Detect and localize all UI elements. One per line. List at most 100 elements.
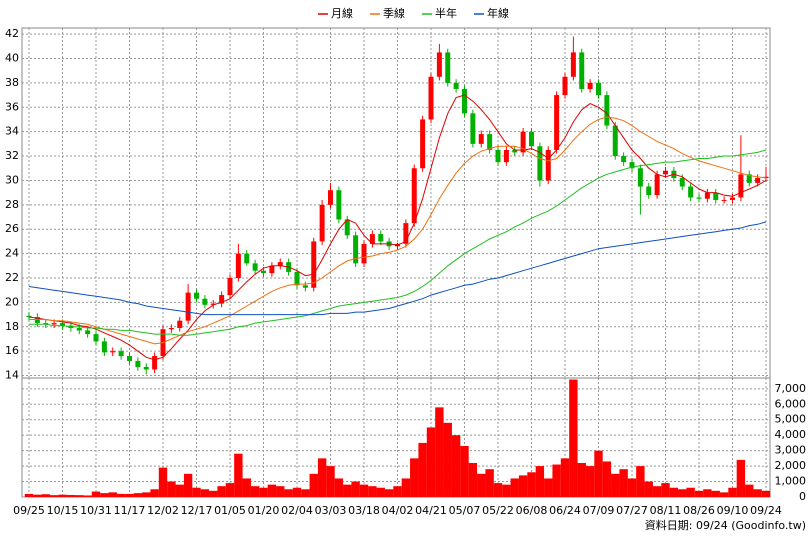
volume-bar — [343, 484, 352, 497]
volume-bar — [276, 486, 285, 497]
x-tick-label: 07/09 — [583, 504, 615, 517]
x-tick-label: 10/15 — [47, 504, 79, 517]
x-tick-label: 01/20 — [248, 504, 280, 517]
volume-bar — [686, 487, 695, 497]
volume-bar — [359, 484, 369, 497]
volume-bar — [493, 483, 503, 497]
y-tick-label: 1,000 — [775, 475, 807, 488]
candle-body — [51, 323, 57, 325]
candle-body — [637, 168, 643, 187]
volume-bar — [108, 492, 117, 497]
candle-body — [470, 113, 476, 144]
y-tick-label: 6,000 — [775, 397, 807, 410]
volume-bar — [225, 483, 235, 497]
candle-body — [328, 190, 333, 205]
volume-bar — [183, 473, 193, 497]
x-tick-label: 06/24 — [549, 504, 581, 517]
volume-bar — [351, 481, 360, 497]
candle-body — [436, 52, 442, 77]
volume-bar — [443, 422, 452, 497]
candle-body — [495, 149, 501, 163]
candle-body — [512, 149, 518, 153]
volume-bar — [284, 489, 293, 497]
volume-bar — [401, 478, 411, 497]
volume-bar — [301, 489, 310, 497]
volume-bar — [761, 490, 771, 497]
volume-bar — [485, 469, 494, 497]
volume-bar — [527, 472, 536, 497]
y-tick-label: 22 — [5, 271, 19, 284]
candle-body — [143, 367, 149, 370]
candle-body — [185, 292, 191, 321]
candle-body — [93, 334, 99, 342]
legend-label: 年線 — [487, 6, 509, 20]
candle-body — [269, 265, 275, 274]
candle-body — [579, 52, 585, 89]
volume-bar — [552, 464, 561, 497]
volume-bar — [41, 494, 50, 497]
candle-body — [420, 119, 426, 169]
volume-bar — [376, 487, 385, 497]
volume-bar — [410, 458, 419, 497]
volume-bar — [753, 489, 762, 497]
volume-bar — [384, 489, 394, 497]
volume-bar — [594, 450, 603, 497]
candle-body — [746, 174, 752, 183]
candle-body — [168, 328, 174, 330]
volume-bar — [451, 435, 461, 497]
x-tick-label: 10/31 — [80, 504, 112, 517]
volume-bar — [334, 478, 344, 497]
volume-bar — [745, 484, 754, 497]
volume-bar — [602, 461, 612, 497]
candle-body — [545, 149, 551, 181]
volume-bar — [292, 487, 302, 497]
candle-body — [403, 223, 409, 244]
candle-body — [570, 52, 576, 77]
candle-body — [663, 170, 668, 175]
candle-body — [219, 295, 225, 304]
volume-bar — [736, 459, 746, 497]
x-tick-label: 07/27 — [616, 504, 648, 517]
y-tick-label: 28 — [5, 198, 19, 211]
volume-bar — [326, 466, 335, 497]
candle-body — [210, 303, 216, 305]
volume-bar — [83, 495, 92, 497]
candle-body — [378, 234, 384, 242]
candle-body — [679, 178, 685, 187]
y-tick-label: 18 — [5, 320, 19, 333]
y-tick-label: 4,000 — [775, 428, 807, 441]
candle-body — [428, 76, 434, 120]
ma-line — [29, 116, 767, 345]
candle-body — [730, 197, 735, 200]
volume-bar — [678, 489, 687, 497]
volume-bar — [75, 495, 84, 497]
candle-body — [445, 52, 451, 83]
x-tick-label: 09/25 — [13, 504, 45, 517]
volume-bar — [460, 446, 469, 497]
candle-body — [688, 186, 694, 198]
candle-body — [252, 263, 258, 271]
y-tick-label: 3,000 — [775, 444, 807, 457]
volume-bar — [309, 473, 318, 497]
volume-bar — [242, 478, 251, 497]
x-tick-label: 09/24 — [750, 504, 782, 517]
candle-body — [487, 134, 493, 150]
volume-bar — [669, 487, 679, 497]
volume-bar — [317, 458, 327, 497]
volume-bar — [468, 463, 478, 497]
x-tick-label: 02/04 — [281, 504, 313, 517]
candle-body — [721, 199, 727, 201]
volume-bar — [393, 486, 402, 497]
candle-body — [537, 146, 543, 181]
legend-label: 半年 — [435, 6, 457, 20]
candle-body — [43, 323, 49, 325]
volume-bar — [585, 466, 595, 497]
x-tick-label: 05/22 — [482, 504, 514, 517]
volume-bar — [368, 486, 377, 497]
volume-bar — [49, 495, 59, 497]
volume-bar — [435, 407, 444, 497]
volume-bar — [661, 483, 670, 497]
y-tick-label: 42 — [5, 27, 19, 40]
candle-body — [763, 176, 769, 178]
volume-bar — [711, 490, 720, 497]
